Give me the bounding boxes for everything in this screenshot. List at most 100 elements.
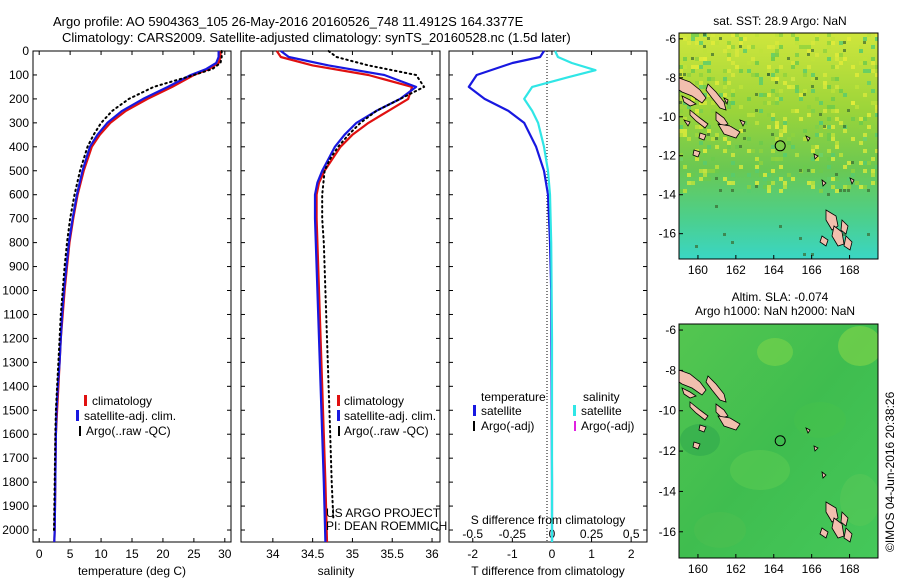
sst-pixel	[731, 153, 735, 157]
s-difference-label: S difference from climatology	[471, 513, 626, 527]
sst-pixel	[755, 165, 759, 169]
sst-pixel	[707, 69, 711, 73]
sst-pixel	[691, 57, 694, 60]
sst-pixel	[707, 137, 711, 141]
salinity-series	[275, 50, 426, 543]
sst-pixel	[763, 101, 767, 105]
sst-pixel	[819, 189, 823, 193]
sst-pixel	[835, 57, 839, 61]
sst-pixel	[707, 133, 710, 136]
sst-pixel	[859, 117, 863, 121]
sst-pixel	[687, 137, 691, 141]
sst-pixel	[767, 125, 771, 129]
sst-pixel	[803, 45, 807, 49]
sst-pixel	[855, 73, 859, 77]
sst-pixel	[811, 89, 815, 93]
sst-pixel	[843, 189, 846, 192]
sst-pixel	[747, 97, 751, 101]
sst-pixel	[695, 65, 699, 69]
sst-map-panel: sat. SST: 28.9 Argo: NaN	[659, 14, 879, 277]
sst-pixel	[707, 77, 711, 81]
sst-pixel	[835, 145, 839, 149]
sst-pixel	[731, 45, 735, 49]
sst-pixel	[703, 101, 707, 105]
sst-pixel	[831, 177, 835, 181]
sst-pixel	[687, 181, 691, 185]
sst-lat-axis: -6 -8 -10 -12 -14 -16	[659, 32, 683, 241]
sst-pixel	[699, 101, 703, 105]
sst-pixel	[835, 177, 839, 181]
sst-pixel	[827, 45, 831, 49]
sla-land	[679, 369, 853, 543]
sst-pixel	[807, 181, 811, 185]
sst-pixel	[703, 177, 707, 181]
sst-pixel	[827, 33, 831, 37]
sst-pixel	[707, 129, 711, 133]
temperature-x-axis: 0 5 10 15 20 25 30	[36, 51, 232, 561]
credit-timestamp: ©IMOS 04-Jun-2016 20:38:26	[883, 391, 897, 552]
x-tick-label: 35	[346, 547, 360, 561]
sst-pixel	[727, 57, 731, 61]
lat-tick-label: -12	[659, 149, 677, 163]
sst-pixel	[735, 33, 739, 37]
sst-pixel	[775, 53, 779, 57]
sst-pixel	[747, 137, 751, 141]
lat-tick-label: -16	[659, 525, 677, 539]
sst-pixel	[775, 121, 779, 125]
sst-pixel	[815, 145, 819, 149]
sla-map-title: Altim. SLA: -0.074	[732, 290, 829, 304]
sst-pixel	[691, 97, 695, 101]
sst-pixel	[723, 137, 727, 141]
sst-pixel	[711, 101, 715, 105]
depth-tick-label: 1500	[2, 403, 29, 417]
sst-pixel	[863, 133, 867, 137]
sst-pixel	[771, 53, 775, 57]
sst-pixel	[779, 129, 783, 133]
sst-pixel	[695, 133, 699, 137]
sst-pixel	[807, 65, 811, 69]
sst-pixel	[727, 101, 731, 105]
sst-pixel	[811, 181, 815, 185]
sst-pixel	[811, 77, 815, 81]
sst-pixel	[695, 57, 699, 61]
lon-tick-label: 166	[802, 562, 822, 576]
sst-pixel	[847, 185, 851, 189]
sst-pixel	[707, 93, 711, 97]
sst-pixel	[839, 153, 843, 157]
x-tick-label: -2	[467, 547, 478, 561]
sst-pixel	[771, 77, 775, 81]
sst-pixel	[803, 253, 806, 256]
sst-pixel	[851, 65, 855, 69]
legend-temperature-argo: Argo(-adj)	[481, 419, 534, 433]
sst-pixel	[763, 185, 767, 189]
sst-pixel	[827, 57, 831, 61]
sst-pixel	[775, 69, 779, 73]
sst-pixel	[723, 69, 727, 73]
depth-tick-label: 1900	[2, 499, 29, 513]
sst-pixel	[719, 37, 722, 40]
sst-pixel	[791, 33, 795, 37]
series-satellite-adj-clim	[53, 51, 220, 543]
sst-pixel	[687, 73, 691, 77]
sst-pixel	[831, 37, 835, 41]
sst-pixel	[835, 53, 839, 57]
sst-pixel	[811, 57, 815, 61]
sst-pixel	[699, 125, 703, 129]
sst-pixel	[871, 61, 875, 65]
sst-pixel	[839, 121, 843, 125]
sst-pixel	[835, 117, 839, 121]
sst-pixel	[715, 205, 718, 208]
sst-pixel	[727, 45, 731, 49]
x-tick-label: 5	[67, 547, 74, 561]
sst-pixel	[775, 125, 779, 129]
sst-pixel	[679, 133, 683, 137]
sst-pixel	[807, 45, 811, 49]
sst-pixel	[703, 49, 707, 53]
sst-pixel	[767, 69, 771, 73]
sst-pixel	[875, 149, 878, 153]
sst-pixel	[747, 61, 751, 65]
sst-pixel	[703, 169, 707, 173]
s-diff-tick-label: 0.5	[623, 527, 640, 541]
sst-pixel	[739, 37, 743, 41]
sst-pixel	[771, 133, 774, 136]
